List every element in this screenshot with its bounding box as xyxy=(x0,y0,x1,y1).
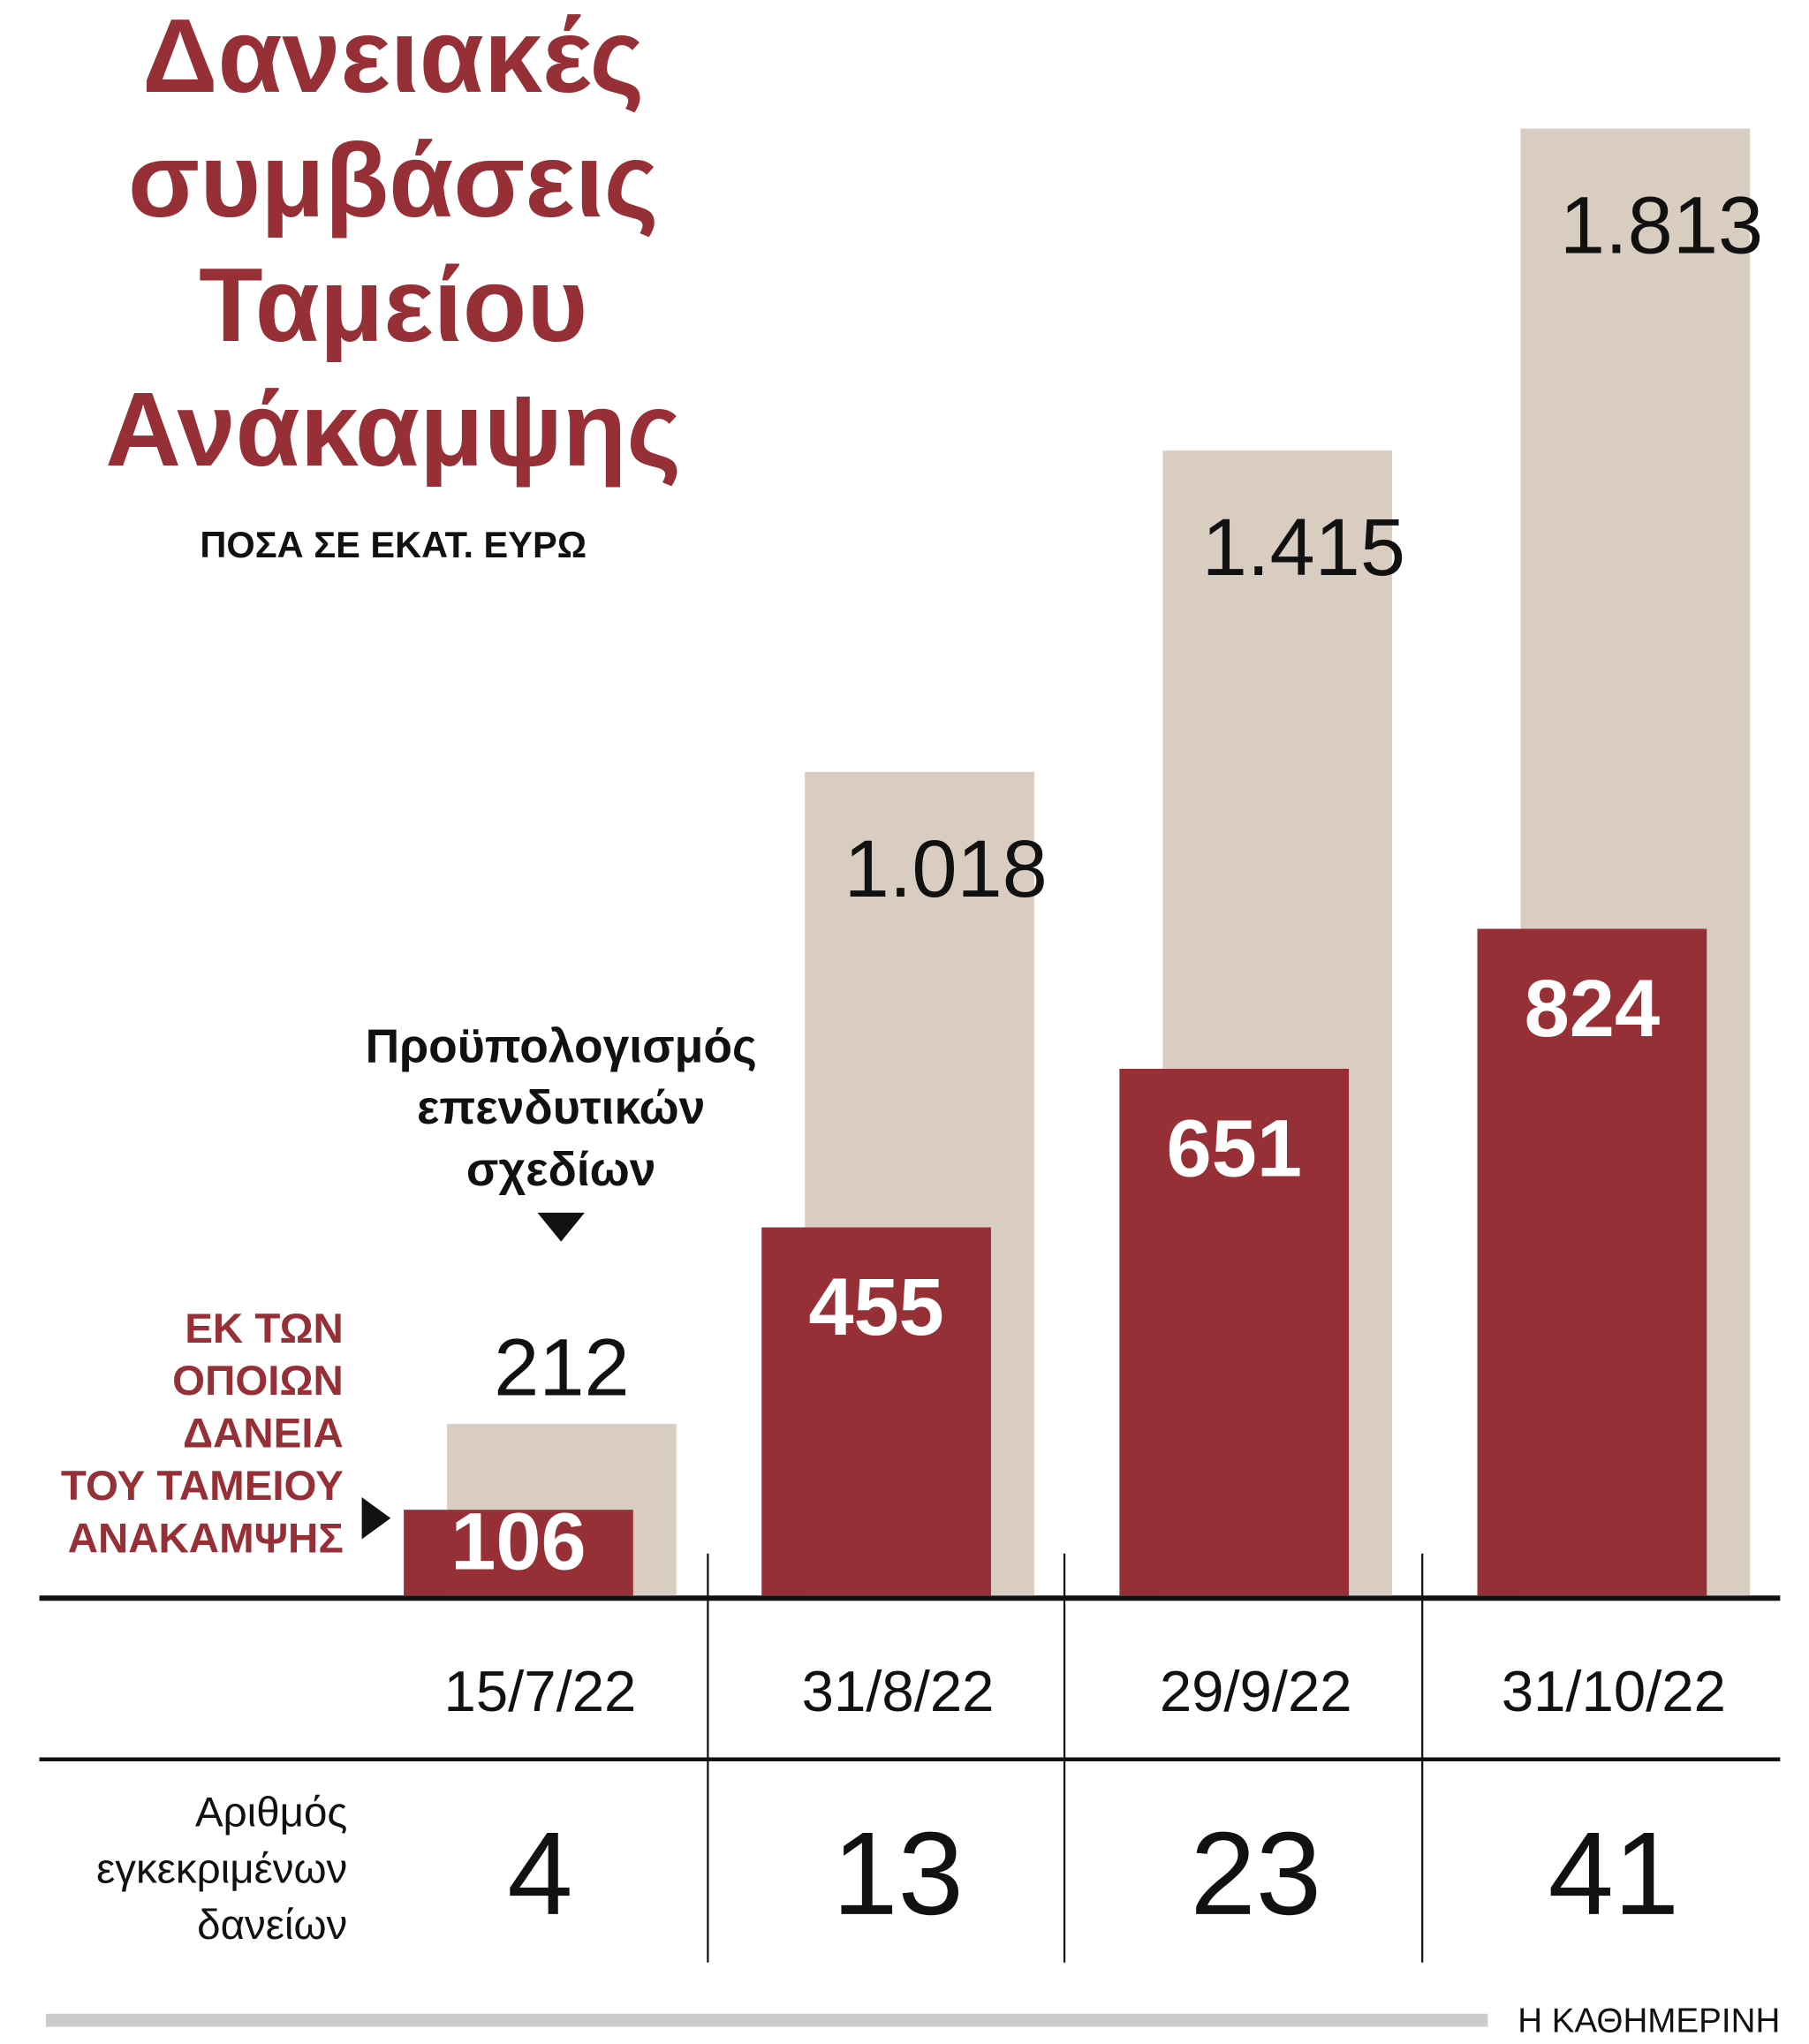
series-annotation: ΕΚ ΤΩΝ ΟΠΟΙΩΝ ΔΑΝΕΙΑ ΤΟΥ ΤΑΜΕΙΟΥ ΑΝΑΚΑΜΨΗΣ xyxy=(61,1306,344,1562)
source: Η ΚΑΘΗΜΕΡΙΝΗ xyxy=(1518,2002,1780,2040)
text-line: Προϋπολογισμός xyxy=(366,1020,757,1072)
text-line: δανείων xyxy=(197,1902,347,1949)
value-label: 1.813 xyxy=(1560,181,1763,271)
text-line: Αριθμός xyxy=(195,1789,347,1836)
text-line: συμβάσεις xyxy=(128,123,659,239)
x-tick-label: 29/9/22 xyxy=(1160,1659,1352,1723)
text-line: ΕΚ ΤΩΝ xyxy=(185,1306,344,1352)
bar xyxy=(1477,928,1707,1596)
value-label: 106 xyxy=(450,1497,587,1587)
counts-label: Αριθμός εγκεκριμένων δανείων xyxy=(96,1789,347,1949)
annotation-arrow xyxy=(537,1212,585,1242)
x-tick-label: 31/10/22 xyxy=(1502,1659,1726,1723)
count-value: 4 xyxy=(507,1808,572,1940)
text-line: ΟΠΟΙΩΝ xyxy=(172,1358,344,1404)
chart-subtitle: ΠΟΣΑ ΣΕ ΕΚΑΤ. ΕΥΡΩ xyxy=(200,524,587,565)
count-value: 41 xyxy=(1548,1808,1680,1940)
value-label: 455 xyxy=(808,1262,944,1352)
text-line: επενδυτικών xyxy=(417,1082,705,1134)
x-tick-label: 31/8/22 xyxy=(802,1659,995,1723)
text-line: Ανάκαμψης xyxy=(105,372,681,488)
annotation-arrow xyxy=(361,1496,391,1540)
bar xyxy=(404,1510,633,1596)
text-line: Ταμείου xyxy=(199,247,587,364)
count-value: 13 xyxy=(832,1808,964,1940)
value-label: 212 xyxy=(494,1322,630,1412)
text-line: ΤΟΥ ΤΑΜΕΙΟΥ xyxy=(61,1463,344,1510)
value-label: 1.415 xyxy=(1202,503,1405,593)
text-line: ΔΑΝΕΙΑ xyxy=(183,1411,344,1457)
count-value: 23 xyxy=(1190,1808,1321,1940)
bar xyxy=(1119,1068,1350,1596)
bar xyxy=(761,1227,991,1596)
chart-title: Δανειακές συμβάσεις Ταμείου Ανάκαμψης xyxy=(105,0,681,488)
x-tick-label: 15/7/22 xyxy=(444,1659,637,1723)
text-line: ΑΝΑΚΑΜΨΗΣ xyxy=(68,1515,344,1562)
value-label: 824 xyxy=(1525,964,1661,1054)
value-label: 651 xyxy=(1166,1104,1302,1194)
text-line: Δανειακές xyxy=(142,0,644,115)
series-annotation: Προϋπολογισμός επενδυτικών σχεδίων xyxy=(366,1020,757,1196)
value-label: 1.018 xyxy=(844,824,1048,914)
text-line: σχεδίων xyxy=(466,1144,656,1196)
text-line: εγκεκριμένων xyxy=(96,1845,347,1892)
